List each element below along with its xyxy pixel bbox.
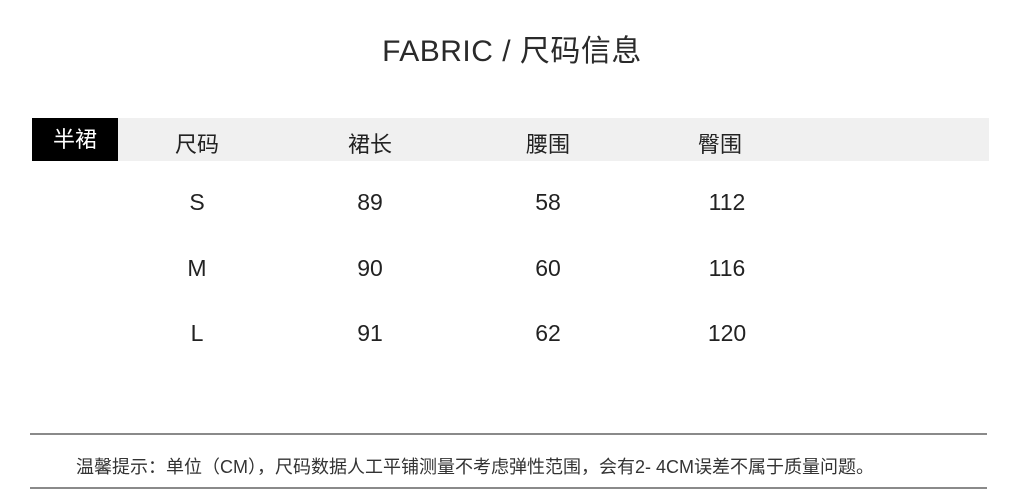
cell-skirt-length: 90 (357, 255, 383, 281)
cell-hip: 112 (708, 189, 746, 215)
cell-size: S (189, 189, 205, 215)
divider-bottom (30, 487, 987, 489)
header-waist: 腰围 (525, 132, 570, 157)
cell-size: L (190, 320, 204, 346)
cell-skirt-length: 91 (357, 320, 383, 346)
cell-waist: 62 (535, 320, 561, 346)
header-hip: 臀围 (697, 132, 742, 157)
cell-waist: 60 (535, 255, 561, 281)
page-title: FABRIC / 尺码信息 (382, 35, 642, 68)
cell-hip: 116 (708, 255, 746, 281)
header-skirt-length: 裙长 (347, 132, 392, 157)
cell-waist: 58 (535, 189, 561, 215)
table-header-band (32, 118, 989, 161)
header-size: 尺码 (174, 132, 219, 157)
cell-hip: 120 (707, 320, 747, 346)
category-tag: 半裙 (32, 118, 118, 161)
divider-top (30, 433, 987, 435)
size-note: 温馨提示：单位（CM），尺码数据人工平铺测量不考虑弹性范围，会有2- 4CM误差… (76, 457, 874, 477)
cell-size: M (187, 255, 207, 281)
cell-skirt-length: 89 (357, 189, 383, 215)
